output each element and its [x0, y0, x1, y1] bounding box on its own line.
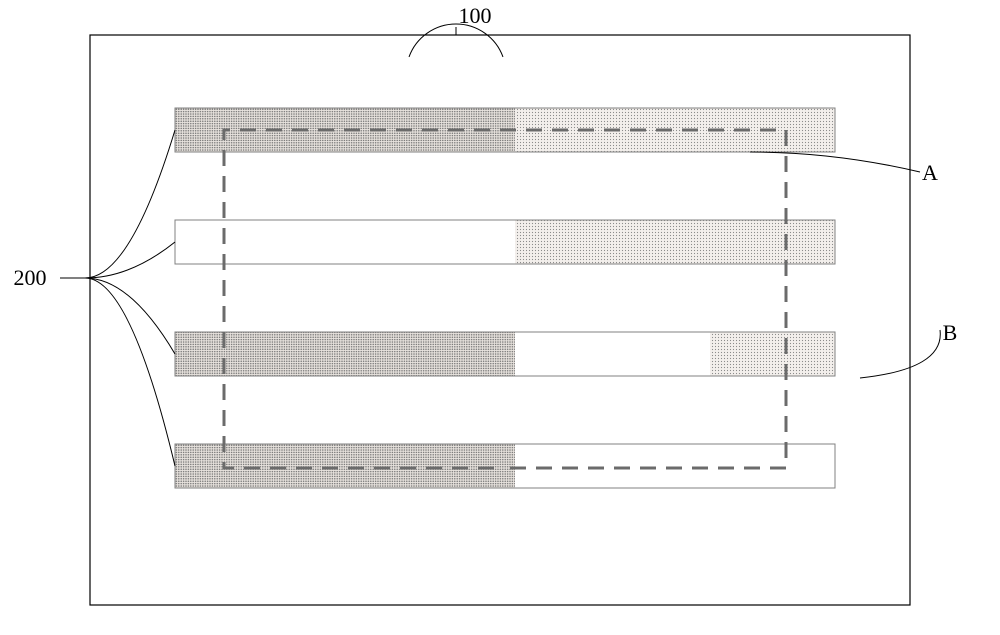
leader-a: [750, 152, 920, 172]
label-rightB: B: [943, 320, 958, 345]
leader-200-branch: [85, 130, 175, 278]
bar-row: [175, 332, 835, 376]
leader-200-branch: [85, 278, 175, 354]
leader-b: [860, 330, 940, 378]
label-rightA: A: [922, 160, 938, 185]
label-left: 200: [14, 265, 47, 290]
bar-segment: [710, 332, 835, 376]
bar-row: [175, 444, 835, 488]
bar-row: [175, 220, 835, 264]
label-top: 100: [459, 3, 492, 28]
bar-segment: [175, 332, 515, 376]
dashed-region-a: [224, 130, 786, 468]
leader-200-branch: [85, 278, 175, 466]
leader-200-branch: [85, 242, 175, 278]
bar-segment: [175, 444, 515, 488]
